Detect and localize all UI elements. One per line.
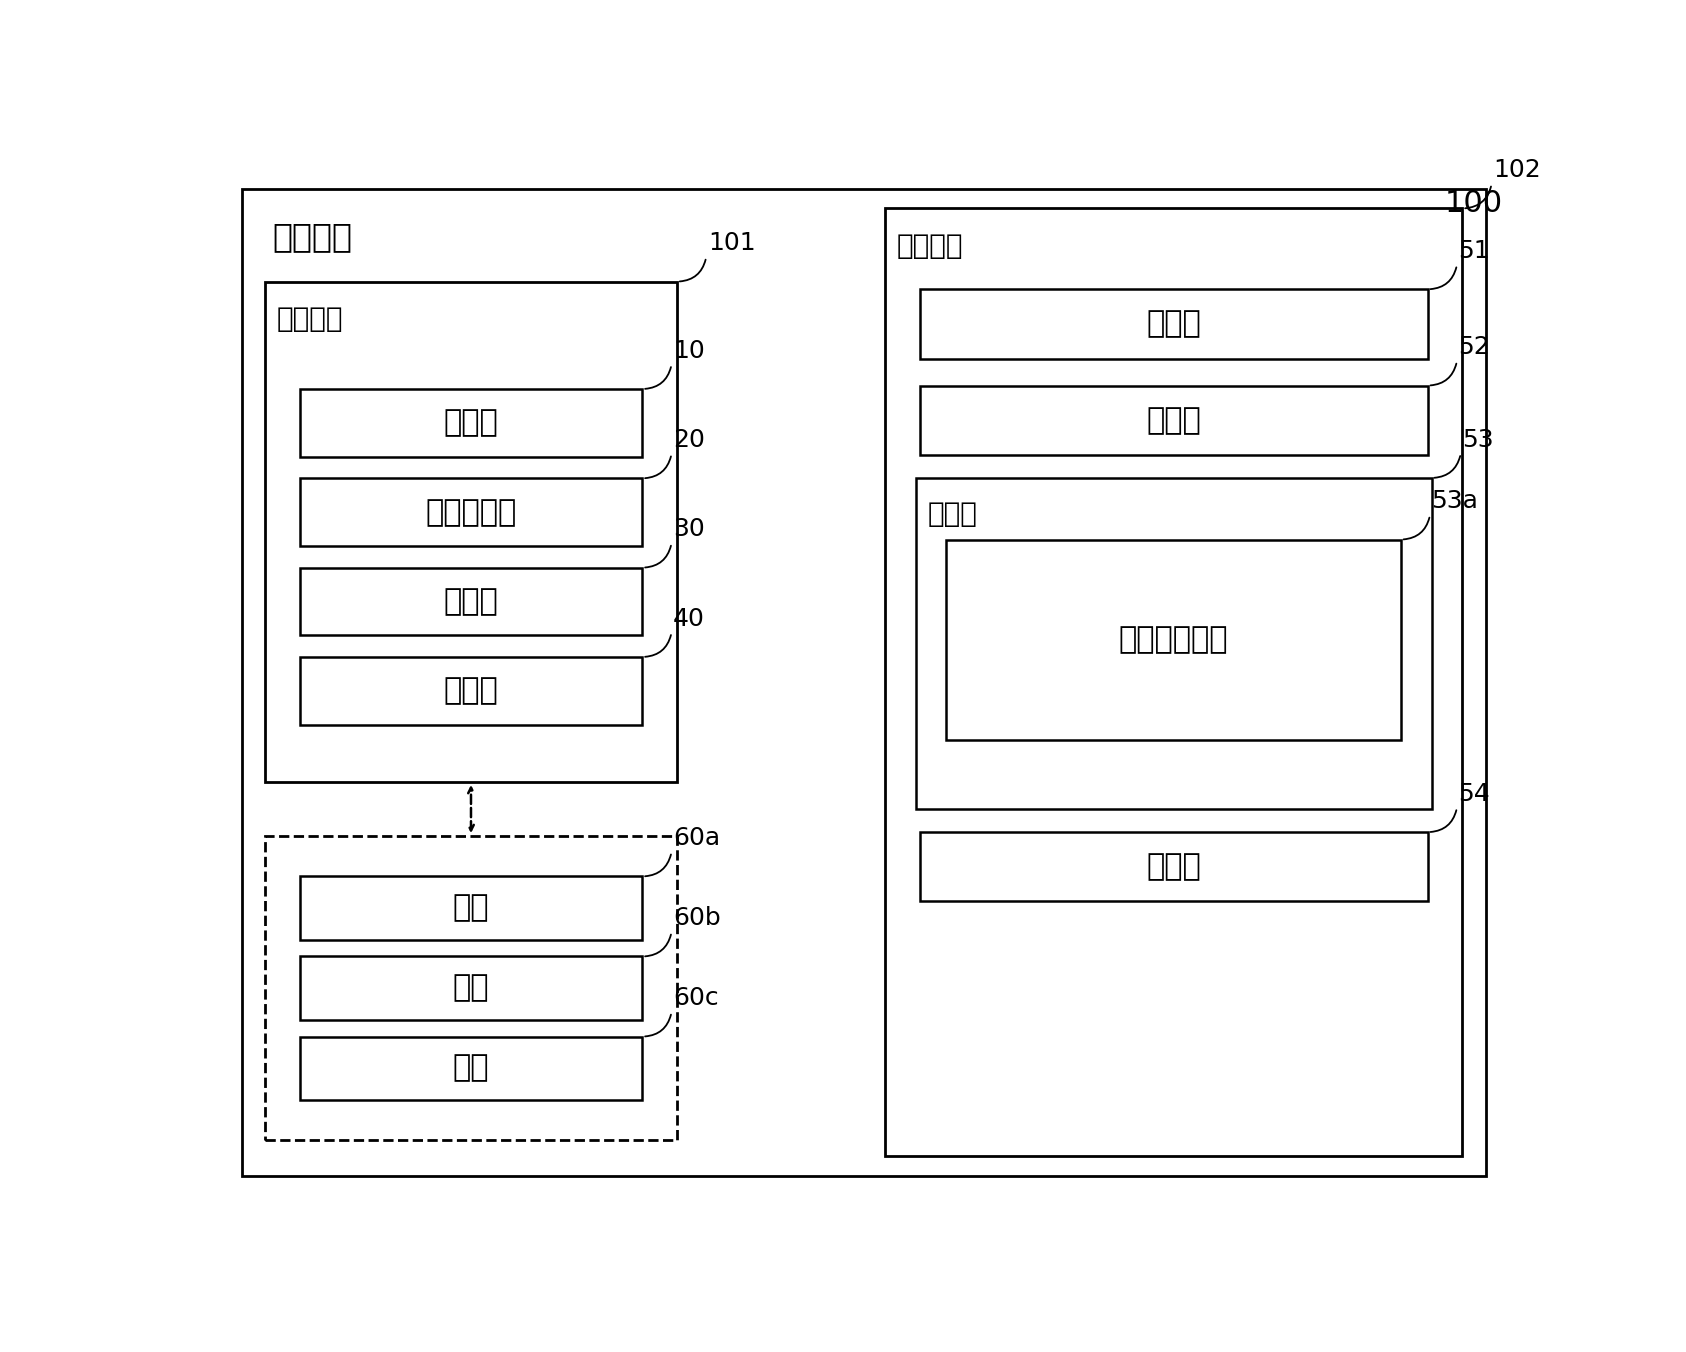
Text: 操作部: 操作部 xyxy=(1146,310,1200,338)
Text: 供给部: 供给部 xyxy=(443,408,499,438)
Text: 电压施加部: 电压施加部 xyxy=(425,498,516,527)
Text: 53a: 53a xyxy=(1431,489,1479,514)
Text: 测定部: 测定部 xyxy=(443,587,499,617)
Bar xyxy=(265,836,678,1140)
Bar xyxy=(300,568,642,635)
Text: 51: 51 xyxy=(1458,239,1490,264)
Bar xyxy=(885,208,1462,1156)
Text: 60a: 60a xyxy=(673,826,720,850)
Text: 10: 10 xyxy=(673,339,705,362)
Text: 101: 101 xyxy=(708,231,755,256)
Bar xyxy=(919,831,1428,902)
Bar xyxy=(915,479,1431,808)
Text: 存储部: 存储部 xyxy=(927,499,978,527)
Text: 电泳装置: 电泳装置 xyxy=(277,304,342,333)
Bar xyxy=(919,385,1428,454)
Bar xyxy=(300,1037,642,1099)
Text: 芯片: 芯片 xyxy=(454,1053,489,1083)
Bar xyxy=(300,956,642,1019)
Text: 40: 40 xyxy=(673,607,705,631)
Text: 显示部: 显示部 xyxy=(1146,406,1200,435)
Text: 芯片: 芯片 xyxy=(454,973,489,1003)
Text: 电泳系统: 电泳系统 xyxy=(273,220,352,253)
Bar xyxy=(300,876,642,940)
Text: 54: 54 xyxy=(1458,781,1490,806)
Text: 100: 100 xyxy=(1445,189,1502,218)
Text: 52: 52 xyxy=(1458,335,1490,360)
Bar xyxy=(265,281,678,781)
Text: 60b: 60b xyxy=(673,906,722,930)
Bar xyxy=(300,389,642,457)
Text: 电泳解析程序: 电泳解析程序 xyxy=(1120,625,1229,654)
Text: 20: 20 xyxy=(673,429,705,452)
Bar xyxy=(300,657,642,725)
Bar xyxy=(946,539,1401,740)
Text: 30: 30 xyxy=(673,518,705,541)
Text: 102: 102 xyxy=(1494,158,1541,183)
Text: 解析装置: 解析装置 xyxy=(897,231,963,260)
Text: 53: 53 xyxy=(1462,427,1494,452)
Text: 芯片: 芯片 xyxy=(454,894,489,922)
Bar xyxy=(919,289,1428,358)
Text: 60c: 60c xyxy=(673,987,718,1010)
Text: 控制部: 控制部 xyxy=(1146,852,1200,882)
Text: 控制部: 控制部 xyxy=(443,676,499,706)
Bar xyxy=(300,479,642,546)
